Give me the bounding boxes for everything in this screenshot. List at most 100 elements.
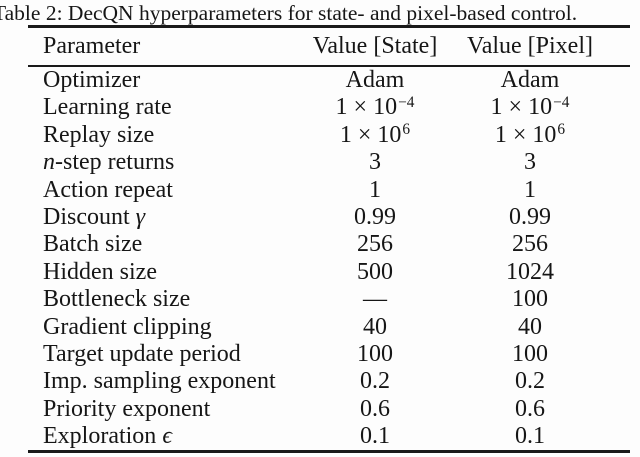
text-part: Priority exponent — [43, 395, 211, 422]
text-part: 40 — [363, 313, 387, 340]
pixel-value-cell: 100 — [460, 286, 600, 313]
text-part: n — [43, 149, 55, 176]
text-part: 1 — [524, 176, 536, 203]
text-part: Gradient clipping — [43, 313, 212, 340]
text-part: Discount — [43, 203, 136, 230]
parameter-cell: Action repeat — [28, 177, 290, 204]
state-value-cell: 3 — [290, 149, 460, 176]
state-value-cell: 100 — [290, 341, 460, 368]
table-row: Optimizer Adam Adam — [28, 67, 630, 94]
text-part: 1 × 10 — [490, 94, 553, 121]
state-value-cell: — — [290, 286, 460, 313]
table-row: Action repeat 1 1 — [28, 177, 630, 204]
pixel-value-cell: 1 — [460, 177, 600, 204]
parameter-cell: Optimizer — [28, 67, 290, 94]
parameter-cell: Target update period — [28, 341, 290, 368]
pixel-value-cell: 100 — [460, 341, 600, 368]
table-row: Priority exponent 0.6 0.6 — [28, 396, 630, 423]
state-value-cell: 0.1 — [290, 423, 460, 450]
column-header-parameter: Parameter — [43, 33, 141, 59]
bottom-rule — [28, 450, 630, 454]
parameter-cell: Exploration ϵ — [28, 423, 290, 450]
text-part: 0.1 — [360, 423, 390, 450]
parameter-cell: Discount γ — [28, 204, 290, 231]
state-value-cell: 0.99 — [290, 204, 460, 231]
pixel-value-cell: 0.2 — [460, 368, 600, 395]
text-part: 1 × 10 — [335, 94, 398, 121]
mid-rule — [28, 65, 630, 67]
text-part: 3 — [524, 149, 536, 176]
text-part: 100 — [512, 340, 548, 367]
table-caption: Table 2: DecQN hyperparameters for state… — [0, 1, 578, 25]
text-part: 0.6 — [360, 395, 390, 422]
text-part: 1 × 10 — [339, 121, 402, 148]
text-part: Imp. sampling exponent — [43, 368, 276, 395]
text-part: 0.99 — [509, 203, 551, 230]
text-part: Exploration — [43, 423, 163, 450]
text-part: 1 × 10 — [494, 121, 557, 148]
text-part: Replay size — [43, 121, 155, 148]
table-row: Batch size 256 256 — [28, 231, 630, 258]
table-row: Bottleneck size — 100 — [28, 286, 630, 313]
parameter-cell: Bottleneck size — [28, 286, 290, 313]
text-part: Adam — [345, 67, 405, 93]
text-part: Adam — [500, 67, 560, 93]
pixel-value-cell: 3 — [460, 149, 600, 176]
top-rule — [28, 25, 630, 28]
text-part: 100 — [357, 340, 393, 367]
parameter-cell: Hidden size — [28, 259, 290, 286]
text-part: 100 — [512, 286, 548, 313]
text-part: ϵ — [162, 423, 172, 450]
text-part: Bottleneck size — [43, 286, 191, 313]
text-part: 0.99 — [354, 203, 396, 230]
text-part: 0.1 — [515, 423, 545, 450]
parameter-cell: Batch size — [28, 231, 290, 258]
table-row: Exploration ϵ 0.1 0.1 — [28, 423, 630, 450]
parameter-cell: Imp. sampling exponent — [28, 368, 290, 395]
state-value-cell: 1 — [290, 177, 460, 204]
text-part: — — [363, 286, 387, 313]
pixel-value-cell: Adam — [460, 67, 600, 94]
column-header-value-state: Value [State] — [312, 33, 438, 59]
text-part: Hidden size — [43, 258, 157, 285]
table-body: Optimizer Adam Adam Learning rate 1 × 10−4 1 … — [28, 67, 630, 450]
text-part: Batch size — [43, 231, 143, 258]
text-part: −4 — [398, 93, 415, 111]
state-value-cell: 0.2 — [290, 368, 460, 395]
text-part: Action repeat — [43, 176, 173, 203]
pixel-value-cell: 1 × 10−4 — [460, 94, 600, 123]
table-row: Replay size 1 × 106 1 × 106 — [28, 121, 630, 151]
table-header-row: Parameter Value [State] Value [Pixel] — [28, 28, 630, 65]
text-part: Optimizer — [43, 67, 141, 93]
state-value-cell: 1 × 106 — [290, 121, 460, 151]
parameter-cell: Gradient clipping — [28, 314, 290, 341]
state-value-cell: 40 — [290, 314, 460, 341]
text-part: 1024 — [506, 258, 554, 285]
text-part: 1 — [369, 176, 381, 203]
parameter-cell: Replay size — [28, 122, 290, 151]
text-part: -step returns — [55, 149, 175, 176]
table-row: Target update period 100 100 — [28, 341, 630, 368]
text-part: 0.2 — [515, 368, 545, 395]
text-part: 0.2 — [360, 368, 390, 395]
text-part: 0.6 — [515, 395, 545, 422]
state-value-cell: Adam — [290, 67, 460, 94]
parameter-cell: Learning rate — [28, 94, 290, 123]
column-header-value-pixel: Value [Pixel] — [467, 33, 593, 59]
text-part: γ — [135, 203, 146, 230]
parameter-cell: n-step returns — [28, 149, 290, 176]
hyperparameter-table: Parameter Value [State] Value [Pixel] Op… — [28, 25, 630, 454]
pixel-value-cell: 1 × 106 — [460, 121, 600, 151]
parameter-cell: Priority exponent — [28, 396, 290, 423]
text-part: 40 — [518, 313, 542, 340]
pixel-value-cell: 256 — [460, 231, 600, 258]
pixel-value-cell: 0.1 — [460, 423, 600, 450]
state-value-cell: 256 — [290, 231, 460, 258]
state-value-cell: 1 × 10−4 — [290, 94, 460, 123]
pixel-value-cell: 1024 — [460, 259, 600, 286]
table-row: n-step returns 3 3 — [28, 149, 630, 176]
text-part: 500 — [357, 258, 393, 285]
text-part: 256 — [357, 231, 393, 258]
pixel-value-cell: 0.99 — [460, 204, 600, 231]
table-row: Hidden size 500 1024 — [28, 259, 630, 286]
